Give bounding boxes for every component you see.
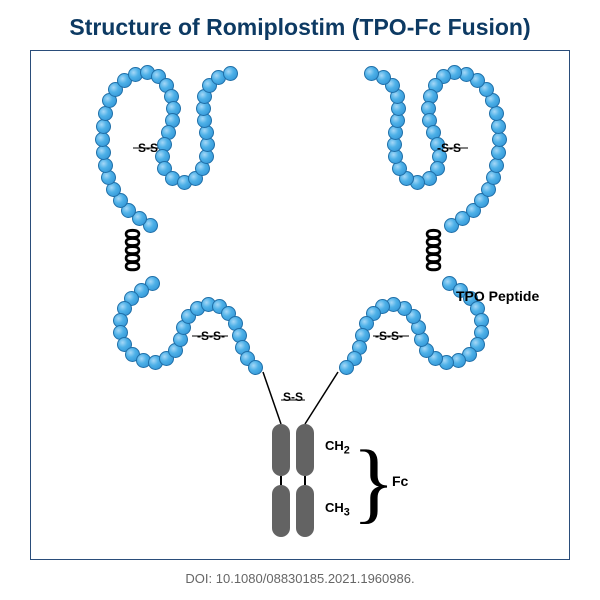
fc-ch2-left [272, 424, 290, 476]
fc-ch3-left [272, 485, 290, 537]
peptide-bead [339, 360, 354, 375]
diagram-frame [30, 50, 570, 560]
doi-text: DOI: 10.1080/08830185.2021.1960986. [0, 571, 600, 586]
peptide-bead [223, 66, 238, 81]
peptide-bead [96, 145, 111, 160]
ss-lower-right: -S-S- [375, 329, 403, 343]
ss-upper-right: -S-S [437, 141, 461, 155]
peptide-bead [98, 158, 113, 173]
ss-lower-left: -S-S- [197, 329, 225, 343]
fc-connector-right [304, 476, 306, 485]
peptide-bead [95, 132, 110, 147]
coil-right: OOOOO [421, 228, 445, 268]
page-title: Structure of Romiplostim (TPO-Fc Fusion) [0, 14, 600, 41]
peptide-bead [98, 106, 113, 121]
ch3-label: CH3 [325, 500, 350, 519]
peptide-bead [492, 132, 507, 147]
peptide-bead [364, 66, 379, 81]
fc-ch3-right [296, 485, 314, 537]
peptide-bead [491, 119, 506, 134]
ss-upper-left: S-S [138, 141, 158, 155]
ss-center: S-S [283, 390, 303, 404]
tpo-peptide-label: TPO Peptide [456, 288, 539, 304]
coil-left: OOOOO [120, 228, 144, 268]
peptide-bead [491, 145, 506, 160]
peptide-bead [248, 360, 263, 375]
ch2-label: CH2 [325, 438, 350, 457]
fc-connector-left [280, 476, 282, 485]
fc-label: Fc [392, 473, 408, 489]
peptide-bead [96, 119, 111, 134]
fc-ch2-right [296, 424, 314, 476]
peptide-bead [489, 106, 504, 121]
peptide-bead [489, 158, 504, 173]
fc-brace: } [352, 438, 395, 528]
